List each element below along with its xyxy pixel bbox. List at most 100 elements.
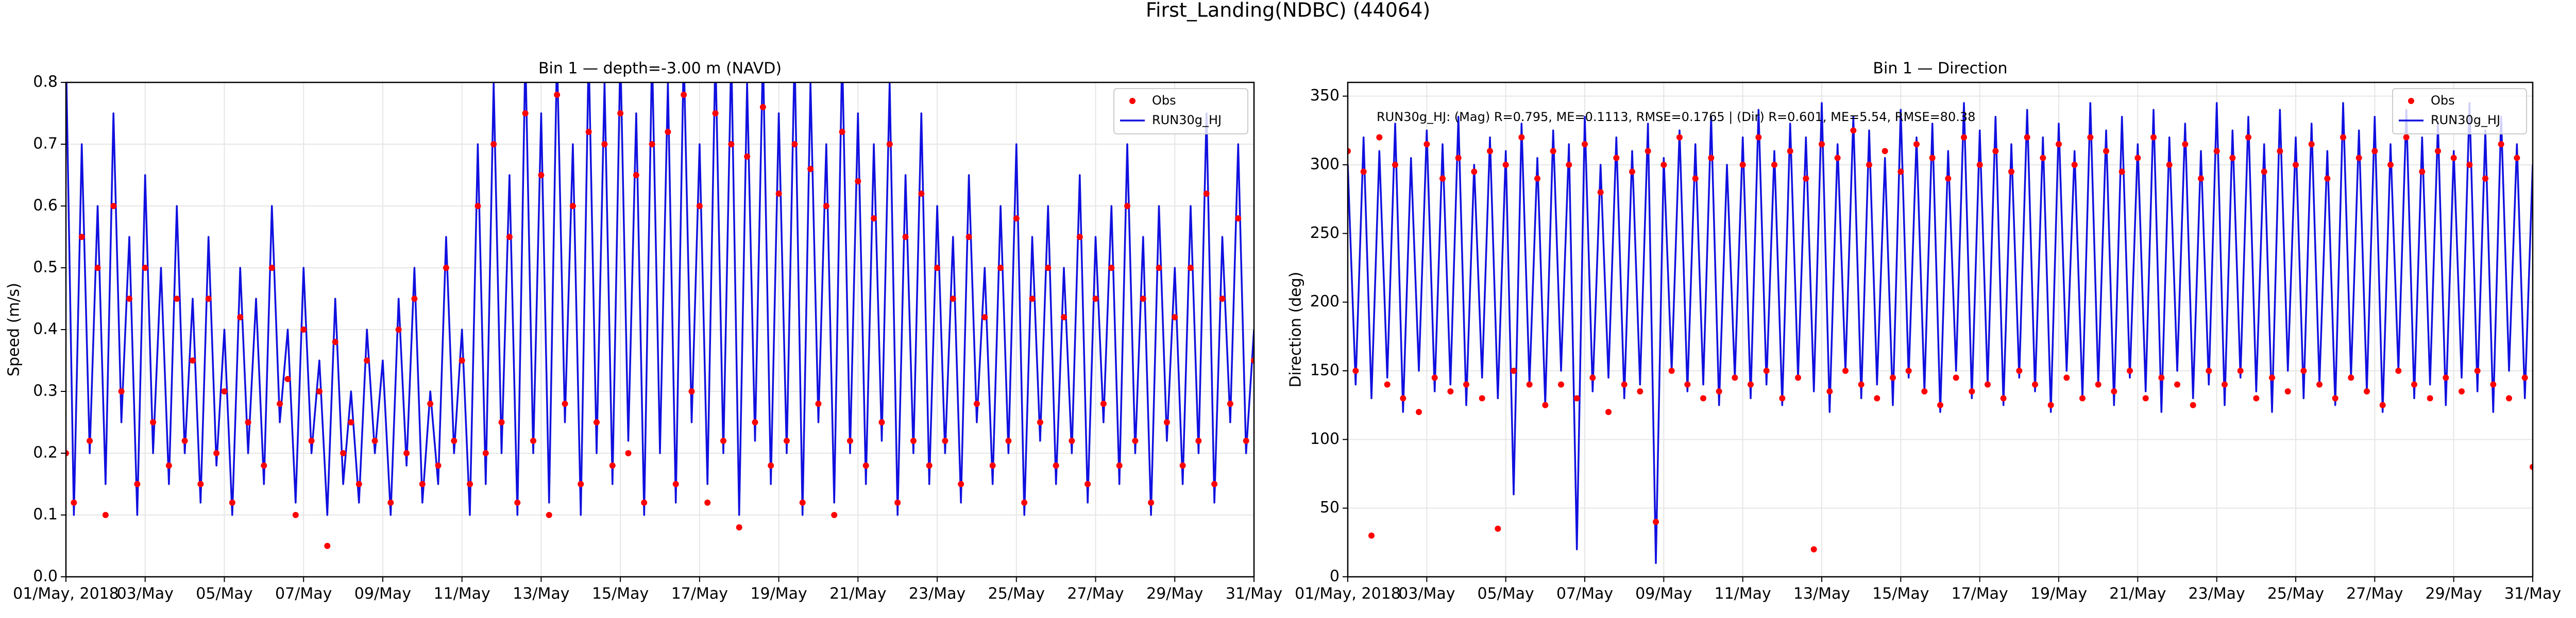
legend-box <box>1113 88 1248 134</box>
x-tick-label: 01/May, 2018 <box>1295 585 1401 603</box>
obs-point <box>1061 314 1067 320</box>
obs-point <box>2056 141 2062 147</box>
plot-area <box>1348 102 2533 564</box>
obs-point <box>2403 134 2410 141</box>
obs-point <box>2293 162 2299 168</box>
model-line <box>66 82 1254 516</box>
obs-point <box>205 296 212 302</box>
obs-point <box>1076 234 1083 240</box>
obs-point <box>498 419 505 425</box>
obs-point <box>1172 314 1178 320</box>
obs-point <box>1803 175 1809 182</box>
obs-point <box>728 141 735 147</box>
x-tick-label: 01/May, 2018 <box>13 585 119 603</box>
obs-point <box>2490 381 2497 388</box>
obs-point <box>791 141 798 147</box>
obs-point <box>649 141 655 147</box>
obs-point <box>1748 381 1754 388</box>
obs-point <box>2047 402 2054 408</box>
obs-point <box>340 450 347 456</box>
obs-point <box>1447 388 1454 394</box>
obs-point <box>1203 191 1210 197</box>
obs-point <box>237 314 244 320</box>
obs-point <box>2521 374 2528 381</box>
obs-point <box>918 191 925 197</box>
obs-point <box>1716 388 1722 394</box>
obs-point <box>625 450 632 456</box>
obs-point <box>150 419 157 425</box>
obs-point <box>2348 374 2354 381</box>
obs-point <box>174 296 180 302</box>
obs-point <box>665 129 671 135</box>
obs-point <box>1431 374 1438 381</box>
obs-point <box>1227 401 1233 407</box>
obs-point <box>2261 168 2267 175</box>
obs-point <box>831 512 838 518</box>
obs-point <box>1890 374 1896 381</box>
obs-point <box>1613 154 1620 161</box>
obs-point <box>514 500 521 506</box>
obs-point <box>2222 381 2228 388</box>
obs-point <box>2332 395 2338 402</box>
obs-point <box>126 296 132 302</box>
legend-label: RUN30g_HJ <box>1152 113 1222 127</box>
obs-point <box>902 234 909 240</box>
x-tick-label: 25/May <box>2267 585 2324 603</box>
obs-point <box>142 265 148 271</box>
x-tick-label: 19/May <box>750 585 807 603</box>
obs-point <box>1961 134 1967 141</box>
obs-point <box>66 450 69 456</box>
obs-point <box>1423 141 1430 147</box>
x-tick-label: 09/May <box>354 585 411 603</box>
obs-point <box>1542 402 1549 408</box>
x-tick-label: 09/May <box>1635 585 1692 603</box>
obs-point <box>1235 215 1242 221</box>
obs-point <box>2474 368 2481 374</box>
obs-point <box>1487 148 1493 154</box>
obs-point <box>2087 134 2094 141</box>
obs-point <box>364 357 370 364</box>
obs-point <box>213 450 220 456</box>
obs-point <box>2245 134 2251 141</box>
obs-point <box>2308 141 2315 147</box>
obs-point <box>482 450 489 456</box>
obs-point <box>2111 388 2117 394</box>
obs-point <box>878 419 885 425</box>
obs-point <box>2530 464 2533 470</box>
obs-point <box>672 481 679 487</box>
x-tick-label: 03/May <box>1398 585 1455 603</box>
obs-point <box>1969 388 1975 394</box>
obs-point <box>1558 381 1564 388</box>
panel-title: Bin 1 — depth=-3.00 m (NAVD) <box>538 60 782 78</box>
obs-point <box>1582 141 1588 147</box>
obs-point <box>2284 388 2291 394</box>
obs-point <box>989 462 996 469</box>
x-tick-label: 29/May <box>1146 585 1203 603</box>
x-tick-label: 11/May <box>434 585 490 603</box>
obs-point <box>348 419 354 425</box>
obs-point <box>562 401 568 407</box>
obs-point <box>102 512 109 518</box>
obs-point <box>459 357 465 364</box>
x-tick-label: 15/May <box>1872 585 1929 603</box>
obs-point <box>1511 368 1517 374</box>
obs-point <box>950 296 956 302</box>
y-tick-label: 0.3 <box>33 382 58 400</box>
obs-point <box>1905 368 1912 374</box>
obs-point <box>601 141 608 147</box>
y-tick-label: 0.1 <box>33 506 58 524</box>
y-tick-label: 150 <box>1310 362 1340 380</box>
obs-point <box>1416 409 1422 415</box>
obs-point <box>641 500 648 506</box>
obs-point <box>1866 162 1872 168</box>
obs-point <box>1188 265 1194 271</box>
x-tick-label: 23/May <box>2189 585 2245 603</box>
obs-point <box>807 166 814 172</box>
obs-point <box>1589 374 1596 381</box>
obs-point <box>712 110 719 116</box>
obs-point <box>2142 395 2149 402</box>
obs-point <box>197 481 204 487</box>
obs-point <box>2024 134 2030 141</box>
x-tick-label: 13/May <box>1793 585 1850 603</box>
